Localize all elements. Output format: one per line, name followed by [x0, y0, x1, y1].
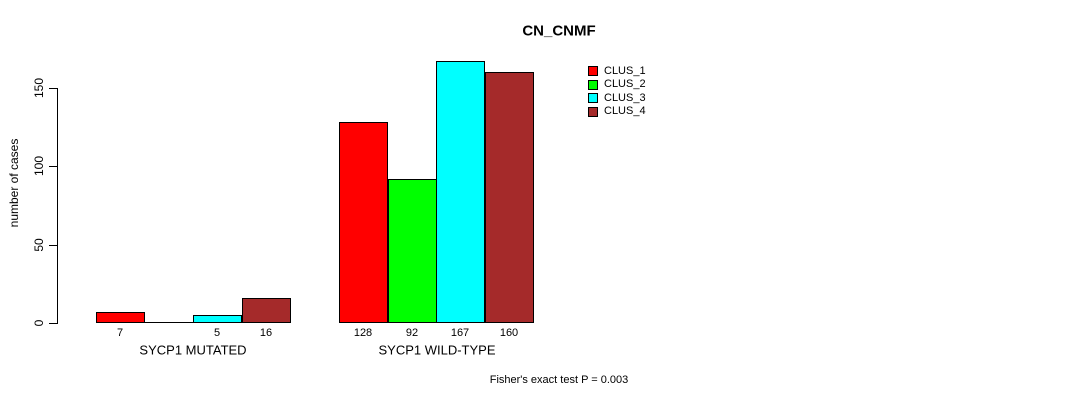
legend-swatch-clus_3: [588, 93, 598, 104]
y-tick-mark-50: [49, 245, 58, 246]
bar-value-label: 160: [499, 327, 519, 339]
bar-value-label: 128: [353, 327, 373, 339]
legend-item-clus_3: CLUS_3: [588, 91, 646, 104]
fisher-test-annotation: Fisher's exact test P = 0.003: [489, 374, 629, 386]
bar-clus_3: [436, 61, 485, 323]
y-tick-label-100: 100: [32, 155, 46, 177]
legend-swatch-clus_4: [588, 106, 598, 117]
bar-value-label: 92: [405, 327, 419, 339]
bar-value-label: 167: [450, 327, 470, 339]
chart-title: CN_CNMF: [522, 22, 596, 40]
bar-clus_2: [388, 179, 437, 323]
legend-item-clus_1: CLUS_1: [588, 64, 646, 77]
legend-item-clus_4: CLUS_4: [588, 105, 646, 118]
group-label-sycp1-mutated: SYCP1 MUTATED: [139, 342, 247, 358]
legend-item-clus_2: CLUS_2: [588, 78, 646, 91]
legend-label: CLUS_1: [604, 64, 646, 77]
bar-clus_3: [193, 315, 242, 323]
y-tick-label-50: 50: [32, 238, 46, 252]
bar-clus_1: [96, 312, 145, 323]
y-tick-mark-100: [49, 166, 58, 167]
y-tick-mark-150: [49, 88, 58, 89]
y-axis-title: number of cases: [7, 138, 21, 228]
legend-label: CLUS_3: [604, 91, 646, 104]
bar-value-label: 7: [116, 327, 124, 339]
legend-swatch-clus_2: [588, 79, 598, 90]
bar-clus_4: [242, 298, 291, 323]
legend-swatch-clus_1: [588, 66, 598, 76]
legend-label: CLUS_4: [604, 105, 646, 118]
bar-clus_2-zero: [145, 322, 194, 323]
bar-value-label: 16: [259, 327, 273, 339]
y-tick-mark-0: [49, 323, 58, 324]
y-axis-line: [57, 88, 58, 324]
legend-label: CLUS_2: [604, 78, 646, 91]
bar-value-label: 5: [213, 327, 221, 339]
y-tick-label-0: 0: [32, 319, 46, 327]
y-tick-label-150: 150: [32, 77, 46, 99]
bar-clus_4: [485, 72, 534, 323]
group-label-sycp1-wild-type: SYCP1 WILD-TYPE: [378, 342, 496, 358]
bar-clus_1: [339, 122, 388, 323]
